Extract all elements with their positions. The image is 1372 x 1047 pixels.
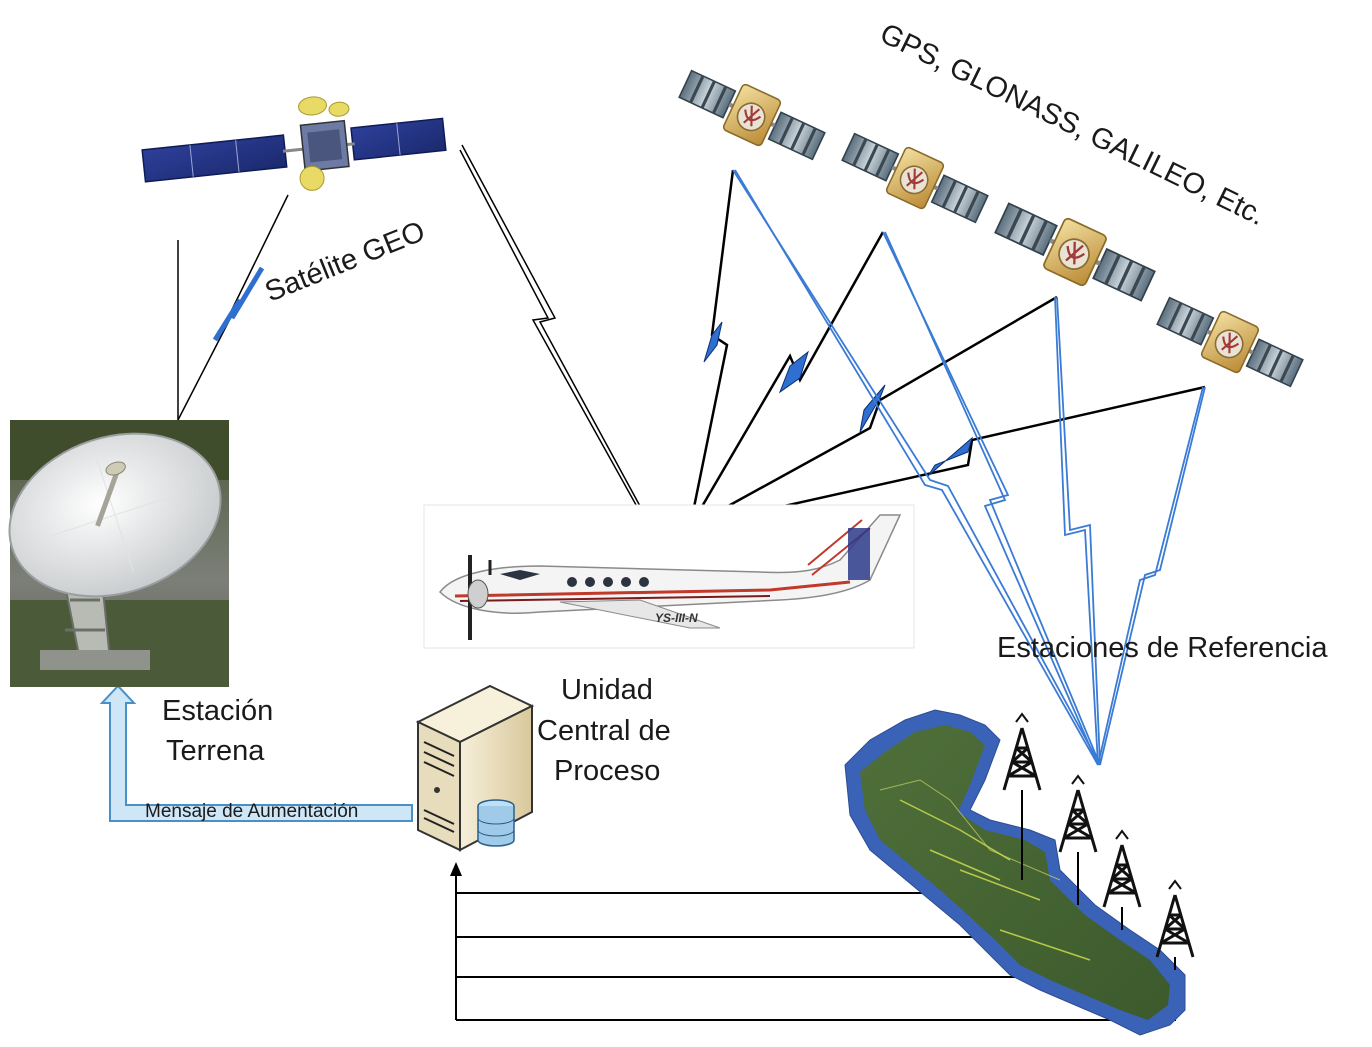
radio-tower-icon	[1102, 829, 1142, 909]
ground-station-label-line1: Estación	[162, 695, 273, 727]
gnss-satellite-icon	[836, 122, 994, 234]
server-database-icon	[415, 684, 535, 852]
augmentation-message-arrow: Mensaje de Aumentación	[99, 684, 413, 822]
gnss-satellite-icon	[1151, 286, 1309, 398]
augmentation-message-label: Mensaje de Aumentación	[145, 801, 358, 822]
signal-links	[177, 144, 1206, 1021]
gnss-satellite-icon	[673, 59, 831, 171]
aircraft-registration: YS-III-N	[655, 611, 698, 625]
radio-tower-icon	[1058, 774, 1098, 854]
geo-satellite-icon	[141, 96, 447, 191]
satellite-dish-icon	[8, 420, 229, 687]
ground-station-label-line2: Terrena	[166, 735, 265, 767]
central-america-map-icon	[844, 709, 1186, 1036]
reference-stations-label: Estaciones de Referencia	[997, 632, 1328, 664]
radio-tower-icon	[1155, 879, 1195, 959]
central-unit-label-line2: Central de	[537, 715, 671, 747]
central-unit-label-line3: Proceso	[554, 755, 660, 787]
gnss-satellite-icon	[988, 191, 1162, 313]
aircraft-icon: YS-III-N	[423, 504, 915, 649]
geo-satellite-label: Satélite GEO	[261, 215, 430, 308]
central-unit-label-line1: Unidad	[561, 674, 653, 706]
radio-tower-icon	[1002, 712, 1042, 792]
